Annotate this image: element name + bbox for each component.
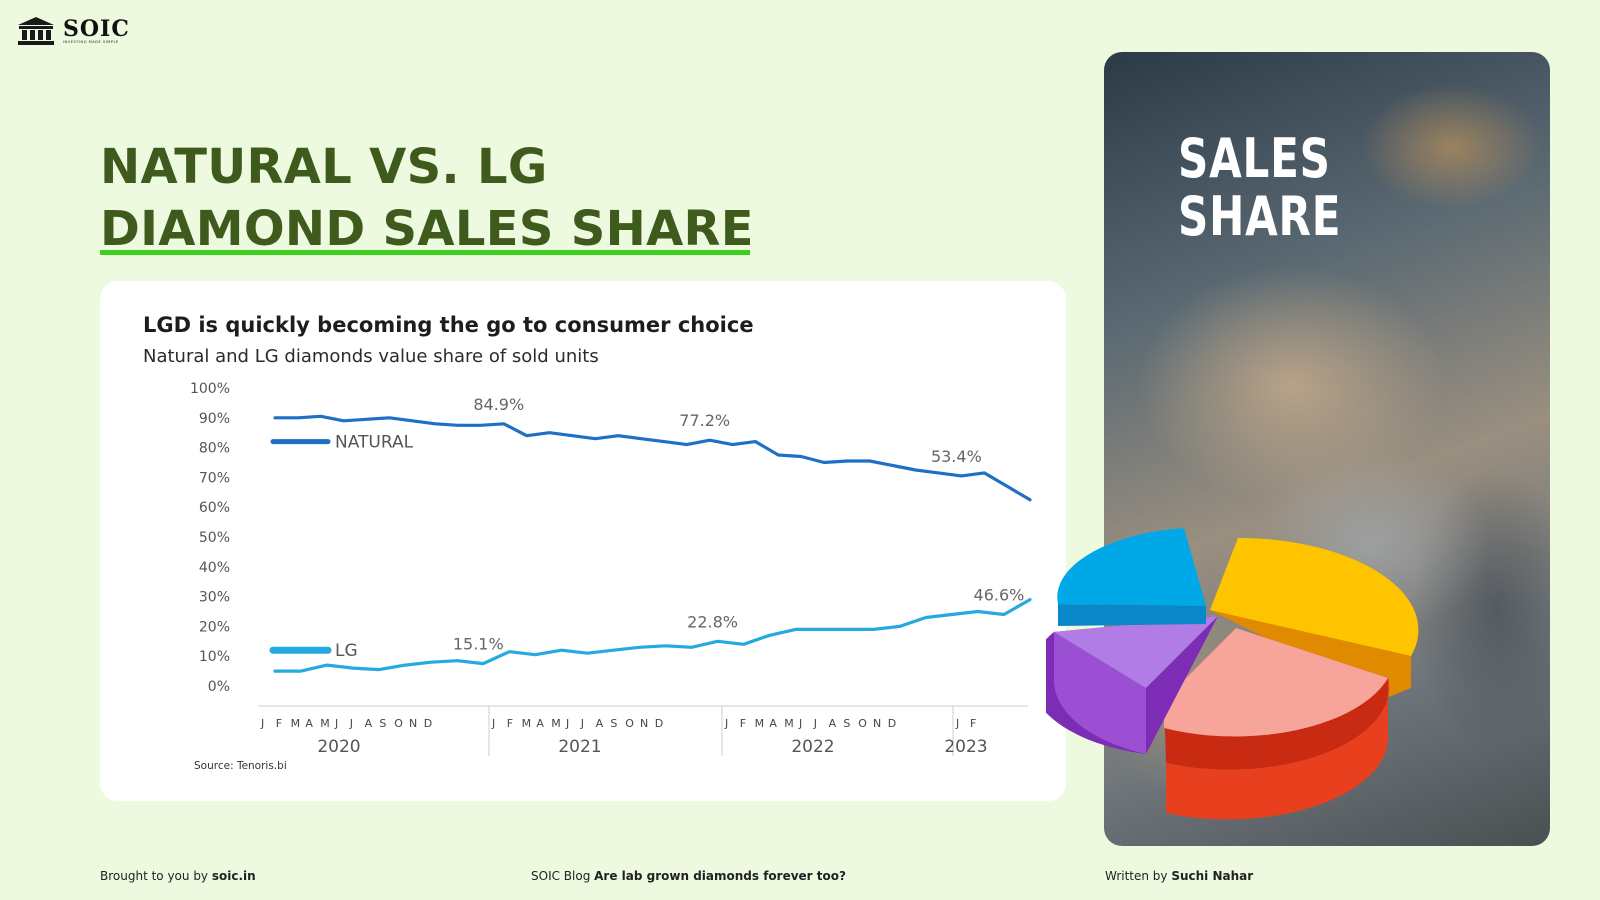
data-label: 15.1% — [453, 635, 504, 654]
data-label: 53.4% — [931, 447, 982, 466]
pie-chart-illustration-icon — [1046, 528, 1419, 820]
legend-label-lg: LG — [335, 641, 358, 661]
y-tick-label: 100% — [190, 381, 230, 397]
y-tick-label: 60% — [199, 500, 230, 516]
month-tick-label: D — [655, 717, 663, 730]
headline-line-1: NATURAL VS. LG — [100, 139, 548, 195]
footer-center-prefix: SOIC Blog — [531, 869, 595, 883]
month-tick-label: J — [798, 717, 802, 730]
month-tick-label: J — [580, 717, 584, 730]
month-tick-label: J — [724, 717, 728, 730]
month-tick-label: M — [551, 717, 561, 730]
photo-title-line-2: SHARE — [1178, 185, 1342, 248]
building-logo-icon — [18, 17, 54, 45]
month-tick-label: O — [394, 717, 403, 730]
month-tick-label: F — [276, 717, 282, 730]
month-tick-label: S — [379, 717, 386, 730]
month-tick-label: M — [784, 717, 794, 730]
month-tick-label: A — [829, 717, 837, 730]
y-tick-label: 40% — [199, 560, 230, 576]
month-tick-label: J — [334, 717, 338, 730]
month-tick-label: J — [813, 717, 817, 730]
month-tick-label: J — [955, 717, 959, 730]
photo-title-line-1: SALES — [1178, 127, 1331, 190]
chart-subtitle: Natural and LG diamonds value share of s… — [143, 346, 599, 367]
series-line-natural — [273, 414, 1032, 502]
month-tick-label: S — [843, 717, 850, 730]
year-tick-label: 2023 — [944, 737, 987, 757]
month-tick-label: N — [640, 717, 648, 730]
data-label: 22.8% — [687, 612, 738, 631]
y-tick-label: 10% — [199, 649, 230, 665]
month-tick-label: O — [858, 717, 867, 730]
chart-title: LGD is quickly becoming the go to consum… — [143, 313, 754, 337]
month-tick-label: D — [888, 717, 896, 730]
month-tick-label: M — [320, 717, 330, 730]
chart-source: Source: Tenoris.bi — [194, 760, 287, 772]
y-tick-label: 70% — [199, 470, 230, 486]
footer-blog-title[interactable]: Are lab grown diamonds forever too? — [594, 869, 846, 883]
year-tick-label: 2022 — [791, 737, 834, 757]
data-label: 77.2% — [679, 411, 730, 430]
footer-right-prefix: Written by — [1105, 869, 1172, 883]
month-tick-label: M — [522, 717, 532, 730]
month-tick-label: O — [625, 717, 634, 730]
month-tick-label: F — [507, 717, 513, 730]
month-tick-label: J — [260, 717, 264, 730]
month-tick-label: S — [610, 717, 617, 730]
year-tick-label: 2020 — [317, 737, 360, 757]
footer-author-name: Suchi Nahar — [1171, 869, 1254, 883]
y-tick-label: 30% — [199, 590, 230, 606]
footer-author: Written by Suchi Nahar — [1105, 869, 1253, 883]
footer-credit: Brought to you by soic.in — [100, 869, 256, 883]
month-tick-label: F — [970, 717, 976, 730]
month-tick-label: J — [349, 717, 353, 730]
month-tick-label: M — [291, 717, 301, 730]
month-tick-label: N — [873, 717, 881, 730]
month-tick-label: A — [596, 717, 604, 730]
month-tick-label: D — [424, 717, 432, 730]
y-tick-label: 0% — [208, 679, 230, 695]
logo-name: SOIC — [63, 15, 130, 42]
month-tick-label: A — [365, 717, 373, 730]
soic-logo[interactable]: SOIC INVESTING MADE SIMPLE — [16, 16, 130, 46]
chart-card: LGD is quickly becoming the go to consum… — [100, 281, 1066, 801]
headline-underline — [100, 250, 750, 255]
footer-site-link[interactable]: soic.in — [211, 869, 256, 883]
y-tick-label: 90% — [199, 411, 230, 427]
month-tick-label: M — [755, 717, 765, 730]
month-tick-label: A — [536, 717, 544, 730]
y-tick-label: 20% — [199, 619, 230, 635]
month-tick-label: A — [769, 717, 777, 730]
legend-label-natural: NATURAL — [335, 433, 414, 453]
month-tick-label: N — [409, 717, 417, 730]
page-headline: NATURAL VS. LG DIAMOND SALES SHARE — [100, 136, 754, 260]
month-tick-label: J — [491, 717, 495, 730]
footer-blog: SOIC Blog Are lab grown diamonds forever… — [531, 869, 846, 883]
month-tick-label: F — [740, 717, 746, 730]
year-tick-label: 2021 — [558, 737, 601, 757]
headline-line-2: DIAMOND SALES SHARE — [100, 201, 754, 257]
month-tick-label: J — [565, 717, 569, 730]
y-tick-label: 80% — [199, 441, 230, 457]
series-line-lg — [273, 598, 1032, 673]
logo-tagline: INVESTING MADE SIMPLE — [63, 39, 119, 44]
data-label: 46.6% — [974, 585, 1025, 604]
month-tick-label: A — [305, 717, 313, 730]
y-tick-label: 50% — [199, 530, 230, 546]
data-label: 84.9% — [473, 395, 524, 414]
photo-title: SALES SHARE — [1178, 130, 1341, 246]
line-chart: 100%90%80%70%60%50%40%30%20%10%0%J F M A M J J… — [190, 381, 1032, 757]
footer-left-prefix: Brought to you by — [100, 869, 212, 883]
